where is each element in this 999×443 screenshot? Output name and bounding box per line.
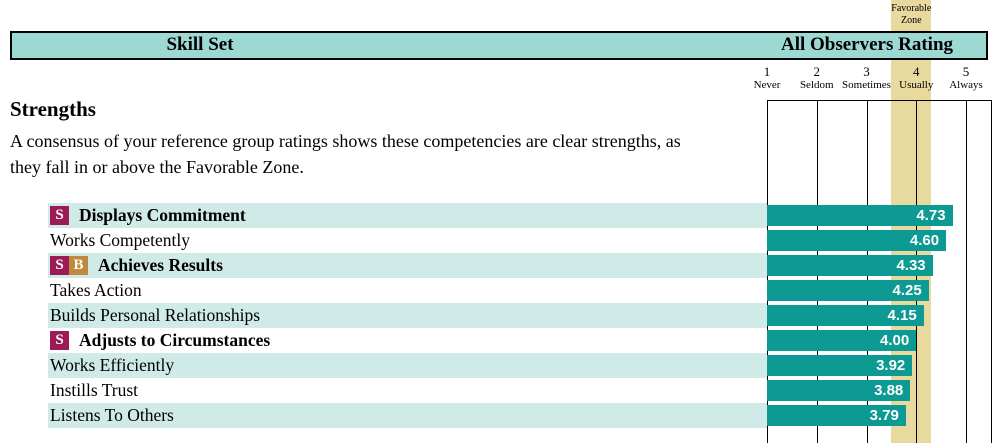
rating-value: 4.60: [909, 232, 940, 249]
scale-tick-never: 1 Never: [722, 64, 812, 91]
section-title: Strengths: [10, 97, 96, 121]
favorable-zone-label-line2: Zone: [901, 14, 922, 26]
chart-gridline: [966, 101, 967, 443]
skill-row: Works Efficiently: [48, 353, 767, 378]
scale-tick-usually: 4 Usually: [871, 64, 961, 91]
skill-label: Takes Action: [50, 280, 142, 300]
rating-bar: 3.88: [767, 380, 911, 401]
scale-tick-number: 5: [962, 64, 970, 79]
skill-row: S B Achieves Results: [48, 253, 767, 278]
scale-tick-label: Usually: [899, 79, 934, 91]
rating-bar: 4.15: [767, 305, 924, 326]
skill-row: S Displays Commitment: [48, 203, 767, 228]
skill-set-header: Skill Set: [166, 34, 234, 55]
rating-value: 4.73: [916, 207, 946, 224]
rating-value: 3.88: [874, 382, 904, 399]
skill-label: Builds Personal Relationships: [50, 305, 260, 325]
skill-row: Listens To Others: [48, 403, 767, 428]
scale-tick-label: Seldom: [799, 79, 834, 91]
rating-bar: 3.92: [767, 355, 913, 376]
skill-label: Instills Trust: [50, 380, 139, 400]
skill-row: Takes Action: [48, 278, 767, 303]
skill-row: Works Competently: [48, 228, 767, 253]
scale-tick-number: 3: [863, 64, 870, 79]
rating-value: 3.92: [876, 357, 906, 374]
chart-gridline: [991, 101, 992, 443]
rating-value: 4.25: [892, 282, 922, 299]
all-observers-rating-header: All Observers Rating: [780, 34, 954, 55]
skill-row: Builds Personal Relationships: [48, 303, 767, 328]
scale-tick-sometimes: 3 Sometimes: [822, 64, 912, 91]
skill-badges: S: [50, 206, 69, 225]
rating-bar: 4.73: [767, 205, 953, 226]
favorable-zone-label-line1: Favorable: [891, 3, 932, 14]
badge-s: S: [50, 256, 69, 275]
favorable-zone-label: Favorable Zone: [876, 3, 946, 26]
rating-value: 3.79: [869, 407, 899, 424]
scale-tick-seldom: 2 Seldom: [772, 64, 862, 91]
skill-row: Instills Trust: [48, 378, 767, 403]
badge-s: S: [50, 331, 69, 350]
rating-bar: 3.79: [767, 405, 906, 426]
chart-top-border: [767, 100, 992, 101]
skill-label: Works Efficiently: [50, 355, 175, 375]
rating-bar: 4.60: [767, 230, 947, 251]
scale-tick-always: 5 Always: [921, 64, 999, 91]
table-header: Skill Set All Observers Rating: [10, 31, 988, 60]
skill-label: Adjusts to Circumstances: [79, 330, 271, 350]
skill-label: Listens To Others: [50, 405, 174, 425]
scale-tick-number: 1: [763, 64, 771, 79]
skill-label: Achieves Results: [98, 255, 223, 275]
section-description: A consensus of your reference group rati…: [10, 131, 681, 177]
scale-tick-number: 2: [813, 64, 821, 79]
badge-b: B: [69, 256, 88, 275]
rating-value: 4.00: [880, 332, 910, 349]
scale-tick-label: Always: [949, 79, 983, 91]
skill-row: S Adjusts to Circumstances: [48, 328, 767, 353]
badge-s: S: [50, 206, 69, 225]
rating-bar: 4.25: [767, 280, 929, 301]
rating-bar: 4.00: [767, 330, 917, 351]
skill-label: Works Competently: [50, 230, 191, 250]
scale-tick-number: 4: [913, 64, 920, 79]
rating-value: 4.15: [887, 307, 917, 324]
skill-badges: S: [50, 331, 69, 350]
rating-value: 4.33: [896, 257, 926, 274]
scale-tick-label: Sometimes: [842, 79, 891, 91]
skill-label: Displays Commitment: [79, 205, 246, 225]
scale-tick-label: Never: [753, 79, 781, 91]
rating-bar: 4.33: [767, 255, 933, 276]
